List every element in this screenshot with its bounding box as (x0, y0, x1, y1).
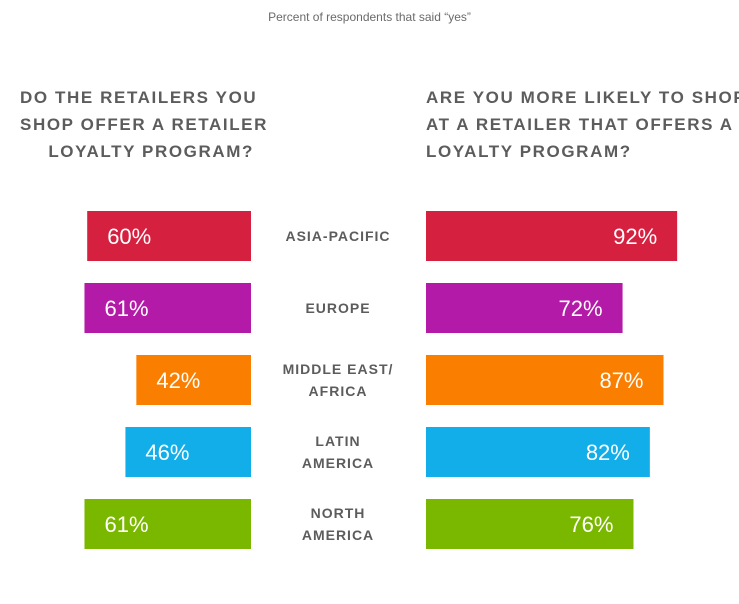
region-label: LATIN AMERICA (302, 433, 374, 471)
right-bar-value-label: 92% (613, 224, 657, 249)
right-bar (426, 211, 678, 261)
left-question: DO THE RETAILERS YOU SHOP OFFER A RETAIL… (20, 84, 269, 165)
left-bar-value-label: 60% (107, 224, 151, 249)
left-bar (87, 211, 251, 261)
right-question-line-1: ARE YOU MORE LIKELY TO SHOP (426, 88, 739, 107)
chart-subtitle: Percent of respondents that said “yes” (268, 10, 471, 24)
region-label-line: NORTH (311, 505, 366, 521)
right-bar (426, 499, 634, 549)
left-bar (84, 499, 251, 549)
left-bar (125, 427, 251, 477)
left-question-line-1: DO THE RETAILERS YOU (20, 88, 258, 107)
right-bar-value-label: 82% (586, 440, 630, 465)
region-label-line: AFRICA (309, 383, 368, 399)
left-bar-value-label: 61% (104, 512, 148, 537)
right-bar-value-label: 76% (569, 512, 613, 537)
left-bar-value-label: 61% (104, 296, 148, 321)
right-bar (426, 355, 664, 405)
left-bar (84, 283, 251, 333)
region-label-line: LATIN (315, 433, 360, 449)
right-question: ARE YOU MORE LIKELY TO SHOP AT A RETAILE… (426, 84, 739, 165)
region-label-line: EUROPE (305, 300, 370, 316)
left-bar (136, 355, 251, 405)
left-bar-value-label: 42% (156, 368, 200, 393)
right-bar-value-label: 72% (559, 296, 603, 321)
region-label-line: AMERICA (302, 527, 374, 543)
right-question-line-2: AT A RETAILER THAT OFFERS A (426, 115, 734, 134)
region-label: MIDDLE EAST/AFRICA (283, 361, 394, 399)
left-question-line-3: LOYALTY PROGRAM? (48, 142, 254, 161)
right-bar-value-label: 87% (599, 368, 643, 393)
region-label-line: ASIA-PACIFIC (285, 228, 390, 244)
region-label: NORTH AMERICA (302, 505, 374, 543)
region-label-line: MIDDLE EAST/ (283, 361, 394, 377)
left-question-line-2: SHOP OFFER A RETAILER (20, 115, 269, 134)
right-bar (426, 427, 650, 477)
right-question-line-3: LOYALTY PROGRAM? (426, 142, 632, 161)
region-label: ASIA-PACIFIC (285, 228, 390, 244)
left-bar-value-label: 46% (145, 440, 189, 465)
region-label-line: AMERICA (302, 455, 374, 471)
right-bar (426, 283, 623, 333)
region-label: EUROPE (305, 300, 370, 316)
